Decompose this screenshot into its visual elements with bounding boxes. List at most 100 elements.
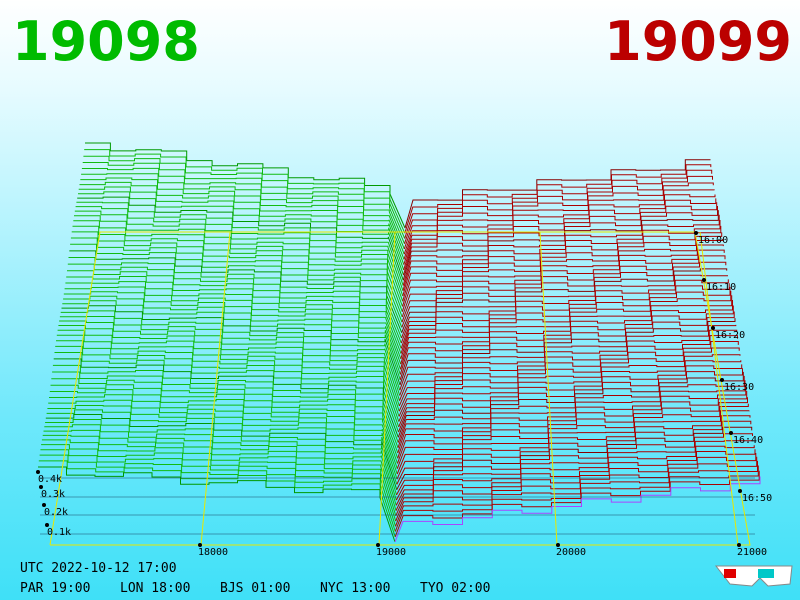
bid-depth-line [76,201,404,286]
price-label: 21000 [737,547,767,558]
time-label: 16:40 [733,435,763,446]
tick-dot [39,485,43,489]
ask-depth-line [404,175,713,244]
tick-dot [376,543,380,547]
bid-depth-line [81,167,405,250]
bid-depth-line [56,334,400,417]
ask-depth-line [398,354,741,417]
bid-depth-line [67,263,402,344]
ask-depth-line [396,426,753,490]
depth-label: 0.1k [47,527,71,538]
bid-depth-line [84,149,406,234]
bid-depth-line [59,320,400,401]
waterfall [38,142,761,543]
ask-depth-line [400,279,729,344]
tick-dot [702,278,706,282]
bid-depth-line [53,358,399,438]
ask-depth-line [403,198,717,265]
tick-dot [198,543,202,547]
time-label: 16:20 [715,330,745,341]
bid-depth-line [63,291,401,370]
glasses-icon [714,565,793,587]
ask-depth-line [396,433,753,496]
ask-depth-line [398,347,740,412]
time-label: 16:30 [724,382,754,393]
ask-depth-line [397,397,748,464]
bid-depth-line [77,196,404,281]
bid-depth-line [74,215,404,302]
bid-depth-line [40,449,396,527]
bid-depth-line [83,155,406,239]
bid-depth-line [54,352,399,433]
bid-depth-line [44,424,397,501]
price-label: 18000 [198,547,228,558]
ask-depth-line [395,440,754,501]
depth-label: 0.2k [44,507,68,518]
tick-dot [42,503,46,507]
bid-depth-line [41,439,397,516]
zone-time: PAR 19:00 [20,581,90,596]
bid-depth-line [69,250,403,333]
tick-dot [36,470,40,474]
bid-depth-line [58,325,400,407]
zone-time: LON 18:00 [120,581,190,596]
bid-price: 19098 [12,10,200,73]
zone-time: BJS 01:00 [220,581,290,596]
bid-depth-line [45,419,397,496]
time-label: 16:50 [742,493,772,504]
tick-dot [729,431,733,435]
depth-label: 0.4k [38,474,62,485]
bid-depth-line [79,181,405,265]
bid-depth-line [63,295,401,375]
bid-depth-line [60,310,401,391]
bid-depth-line [78,186,405,271]
utc-time: UTC 2022-10-12 17:00 [20,561,177,576]
ask-depth-line [401,261,727,328]
ask-depth-line [395,449,756,511]
ask-depth-line [400,290,732,359]
bid-depth-line [81,173,405,255]
bid-depth-line [47,405,398,480]
tick-dot [738,489,742,493]
ask-depth-line [394,465,759,532]
bid-depth-line [38,460,396,537]
bid-depth-line [64,286,402,365]
bid-depth-line [43,429,397,506]
ask-depth-line [400,283,730,349]
ask-depth-line [398,341,739,407]
ask-depth-line [394,476,761,543]
ask-depth-line [398,364,743,428]
bid-depth-line [56,340,400,422]
bid-depth-line [49,389,398,464]
ask-depth-line [403,182,714,250]
bid-depth-line [55,345,400,428]
bid-depth-line [73,220,403,307]
bid-depth-line [39,454,396,532]
ask-depth-line [403,189,715,255]
bid-depth-line [57,329,400,412]
bid-depth-line [82,162,405,244]
ask-depth-line [395,445,755,506]
bid-depth-line [41,444,397,522]
bid-depth-line [52,364,399,443]
bid-depth-line [51,378,399,454]
bid-depth-line [72,225,403,312]
bid-depth-line [70,243,403,328]
bid-depth-line [71,231,403,318]
depth-label: 0.3k [41,489,65,500]
bid-depth-line [68,257,402,339]
bid-depth-line [85,142,406,229]
tick-dot [45,523,49,527]
bid-depth-line [75,206,404,291]
bid-depth-line [50,384,399,459]
ask-depth-line [403,194,716,260]
ask-depth-line [397,371,744,438]
price-label: 19000 [376,547,406,558]
tick-dot [711,326,715,330]
zone-time: TYO 02:00 [420,581,490,596]
bid-depth-line [48,399,398,475]
bid-depth-line [66,276,402,354]
ask-depth-line [398,360,742,422]
bid-depth-line [49,394,398,469]
